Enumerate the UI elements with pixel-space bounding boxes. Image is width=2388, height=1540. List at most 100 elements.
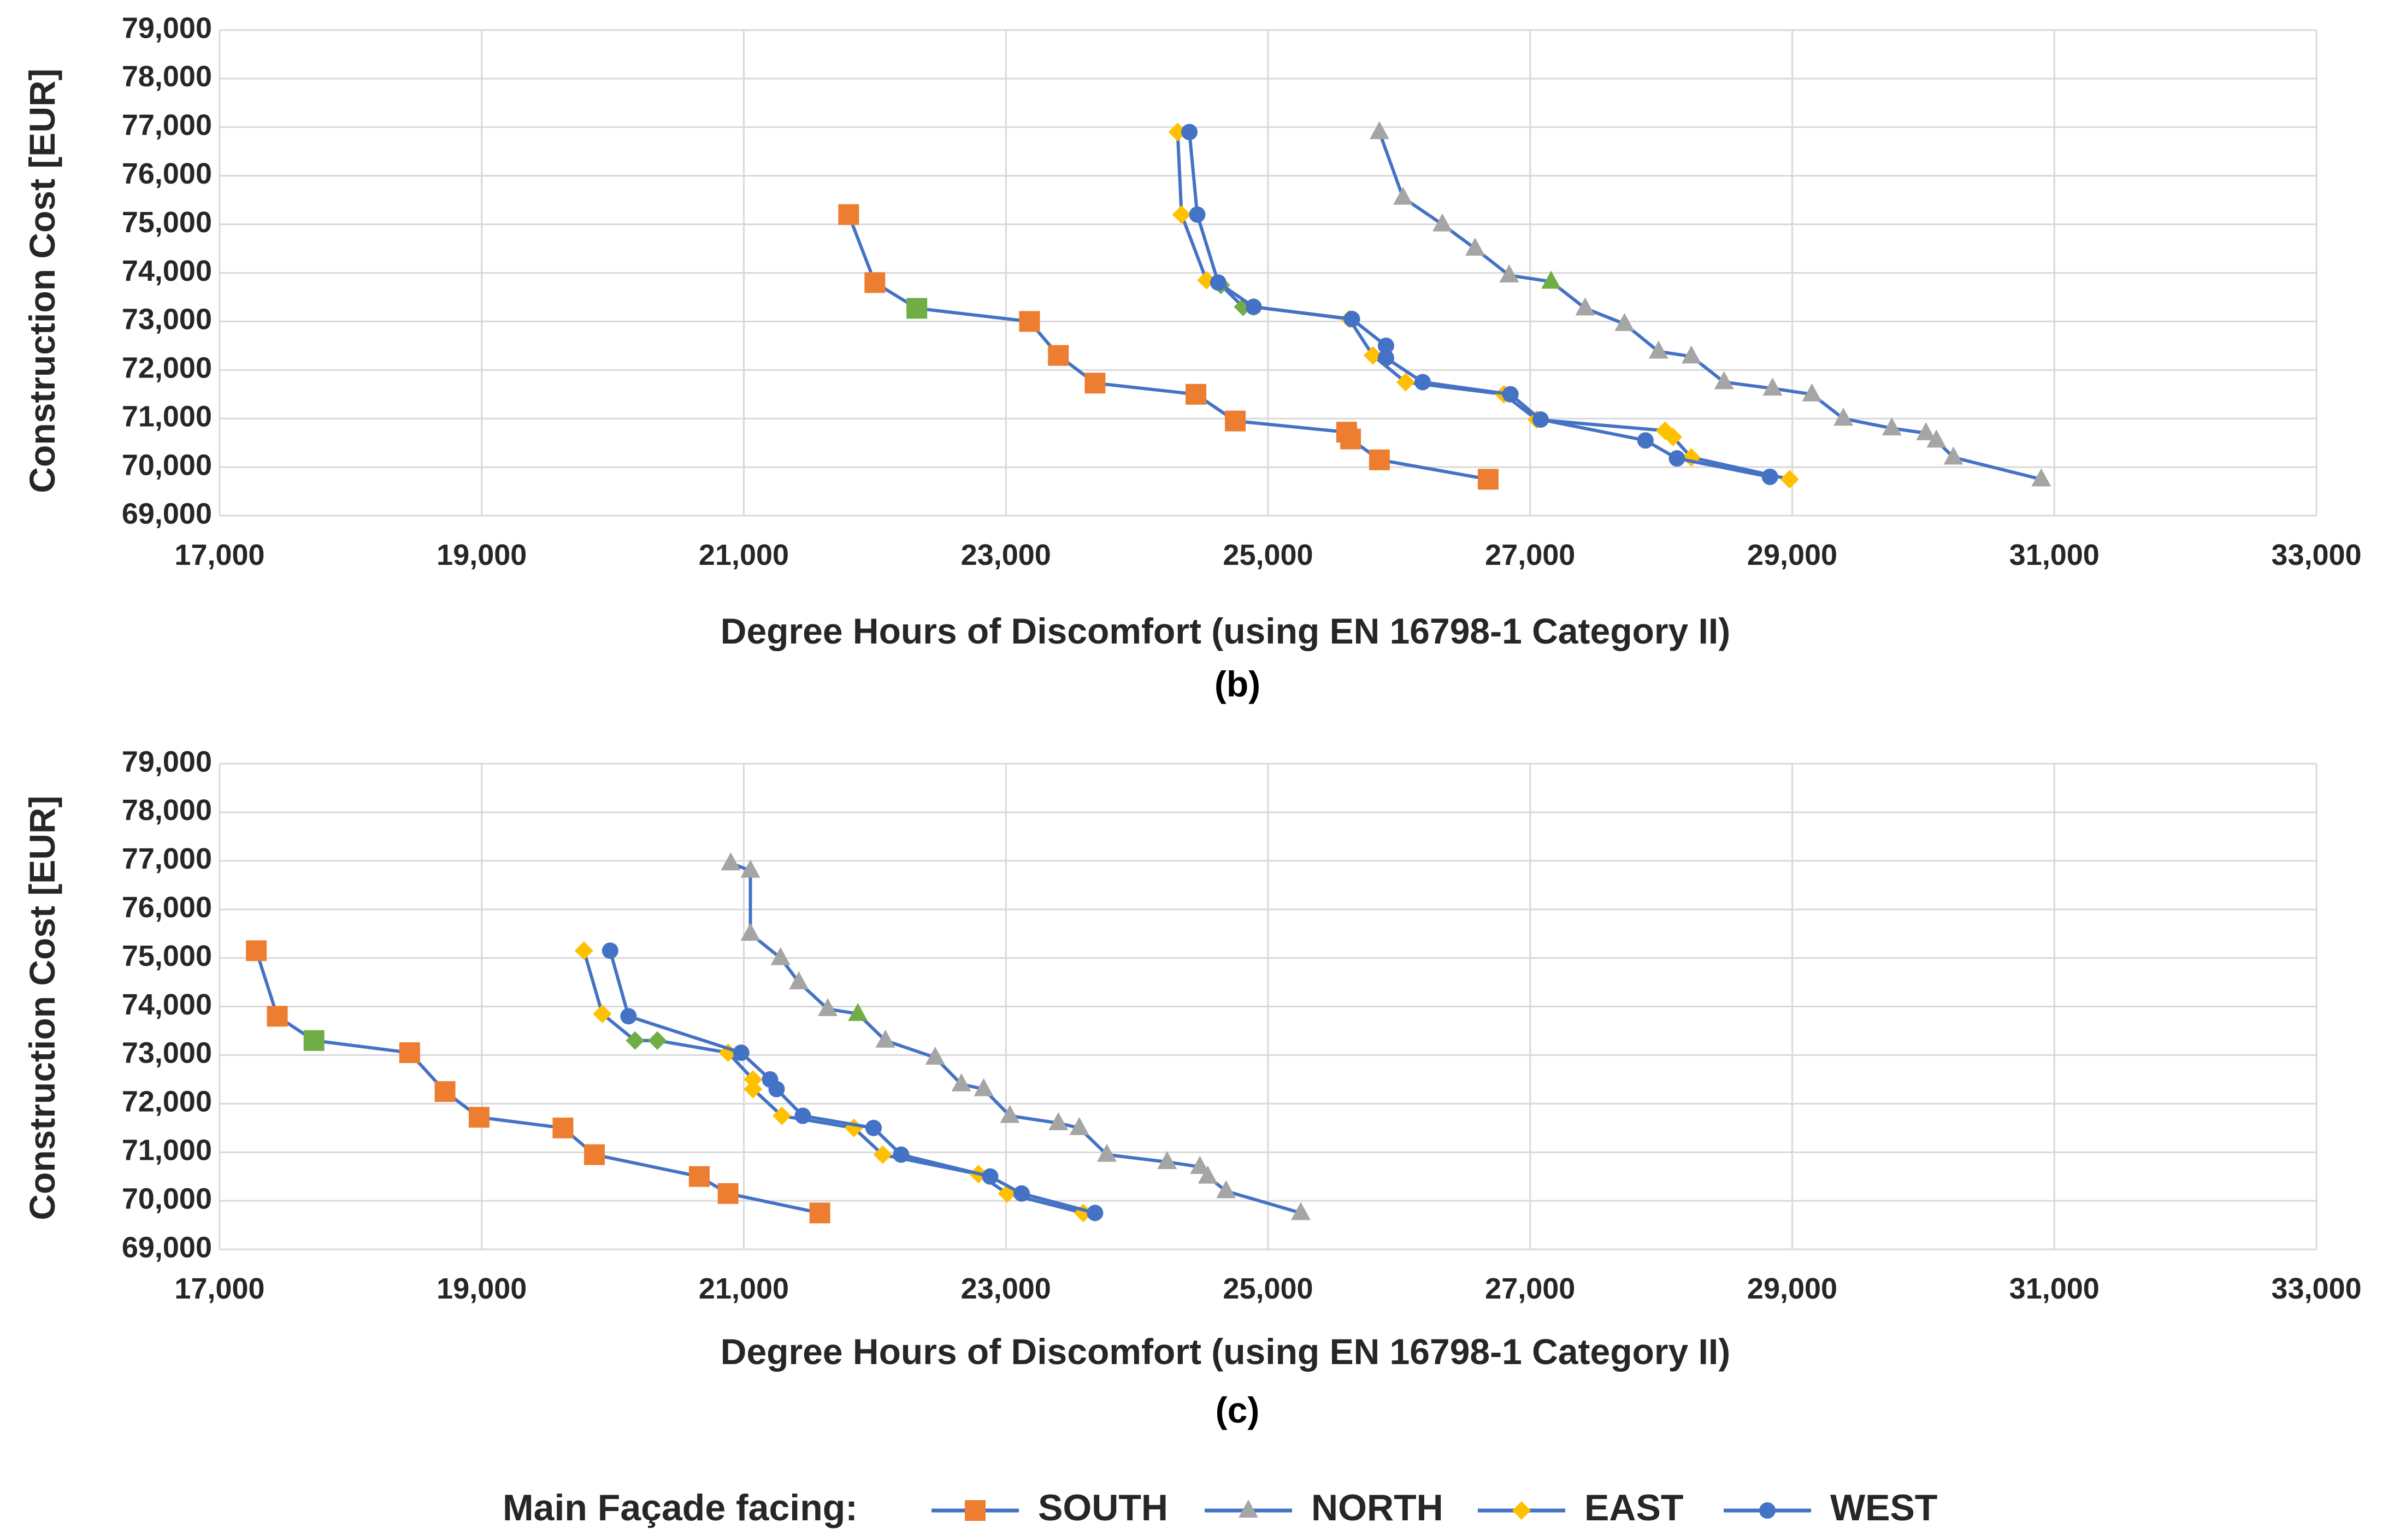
data-point-east <box>1780 470 1799 489</box>
data-point-west <box>1637 432 1654 449</box>
y-tick-label: 74,000 <box>122 988 212 1021</box>
data-point-west <box>1343 310 1360 327</box>
data-point-west <box>1532 411 1549 428</box>
data-point-south <box>838 204 859 225</box>
data-point-north <box>2031 468 2051 487</box>
legend-label-north: NORTH <box>1311 1487 1443 1529</box>
chart-panel-b: 69,000 70,000 71,000 72,000 73,000 74,000 75,0… <box>22 11 2362 704</box>
series-line-north <box>1378 131 2042 481</box>
x-tick-label: 21,000 <box>699 1272 789 1305</box>
series-line-north <box>730 862 1301 1215</box>
x-tick-label: 27,000 <box>1485 539 1575 571</box>
x-tick-label: 19,000 <box>437 1272 527 1305</box>
data-point-west <box>1502 386 1519 403</box>
data-point-north <box>818 998 838 1016</box>
data-point-north <box>1714 371 1734 390</box>
data-point-south <box>303 1030 325 1051</box>
data-point-west <box>768 1081 785 1098</box>
panel-label: (c) <box>1216 1390 1260 1430</box>
data-point-north <box>1369 121 1389 139</box>
data-point-north <box>1465 238 1485 256</box>
data-point-west <box>620 1008 637 1025</box>
data-point-west <box>1377 350 1394 367</box>
x-tick-label: 29,000 <box>1747 1272 1837 1305</box>
data-point-east <box>1172 205 1191 224</box>
data-point-north <box>1096 1143 1117 1162</box>
data-point-north <box>875 1029 895 1048</box>
y-axis-title: Construction Cost [EUR] <box>22 795 62 1220</box>
x-tick-label: 23,000 <box>961 539 1051 571</box>
y-tick-label: 69,000 <box>122 1231 212 1264</box>
data-point-west <box>733 1044 750 1061</box>
data-point-south <box>468 1107 490 1128</box>
y-tick-label: 78,000 <box>122 794 212 827</box>
data-point-south <box>246 940 267 961</box>
data-point-east <box>593 1004 612 1023</box>
data-point-east <box>574 941 593 960</box>
data-point-south <box>1477 469 1499 490</box>
data-point-north <box>1499 264 1519 282</box>
data-point-north <box>1681 345 1701 364</box>
data-point-north <box>1432 213 1453 232</box>
data-point-west <box>1181 123 1198 140</box>
y-tick-label: 76,000 <box>122 891 212 924</box>
data-point-east <box>1396 373 1415 392</box>
data-point-east <box>1168 122 1187 141</box>
data-point-west <box>1761 468 1778 485</box>
y-axis-title: Construction Cost [EUR] <box>22 68 62 493</box>
x-tick-label: 25,000 <box>1223 539 1313 571</box>
data-point-west <box>1668 450 1685 467</box>
data-point-north <box>1541 270 1561 289</box>
data-point-south <box>399 1042 420 1063</box>
data-point-west <box>1377 337 1394 354</box>
data-point-north <box>1926 429 1947 448</box>
data-point-west <box>1210 274 1227 291</box>
y-tick-label: 77,000 <box>122 842 212 875</box>
data-point-north <box>1882 417 1902 435</box>
data-point-east <box>773 1106 792 1125</box>
x-tick-label: 29,000 <box>1747 539 1837 571</box>
data-point-north <box>1290 1202 1311 1220</box>
data-point-east <box>648 1031 667 1050</box>
data-point-east <box>1363 346 1382 365</box>
data-point-south <box>906 298 928 319</box>
x-tick-label: 33,000 <box>2271 539 2361 571</box>
y-tick-label: 75,000 <box>122 206 212 239</box>
y-tick-label: 79,000 <box>122 11 212 44</box>
x-tick-label: 19,000 <box>437 539 527 571</box>
x-tick-label: 21,000 <box>699 539 789 571</box>
data-point-north <box>721 852 741 871</box>
y-tick-label: 75,000 <box>122 940 212 972</box>
y-tick-label: 69,000 <box>122 497 212 530</box>
data-point-west <box>865 1119 882 1136</box>
y-tick-label: 72,000 <box>122 1085 212 1118</box>
data-point-south <box>1225 410 1246 432</box>
x-tick-label: 17,000 <box>174 1272 264 1305</box>
data-point-west <box>893 1146 910 1163</box>
data-point-south <box>584 1144 605 1165</box>
legend-marker-south <box>965 1500 986 1521</box>
x-tick-label: 25,000 <box>1223 1272 1313 1305</box>
data-point-north <box>1000 1105 1020 1123</box>
legend-label-west: WEST <box>1830 1487 1937 1529</box>
legend-marker-north <box>1239 1500 1258 1518</box>
data-point-north <box>1190 1155 1210 1174</box>
data-point-north <box>951 1073 971 1091</box>
data-point-west <box>1189 206 1206 223</box>
x-tick-label: 17,000 <box>174 539 264 571</box>
data-point-east <box>626 1031 645 1050</box>
data-point-east <box>873 1145 892 1164</box>
y-tick-label: 76,000 <box>122 157 212 190</box>
data-point-north <box>1943 446 1964 465</box>
y-tick-label: 78,000 <box>122 60 212 93</box>
chart-panel-c: 69,000 70,000 71,000 72,000 73,000 74,000 75,0… <box>22 745 2362 1430</box>
legend-marker-west <box>1759 1502 1776 1519</box>
x-tick-label: 31,000 <box>2009 1272 2100 1305</box>
legend-marker-east <box>1512 1501 1531 1520</box>
data-point-north <box>770 947 791 965</box>
y-tick-label: 70,000 <box>122 1182 212 1215</box>
data-point-south <box>688 1166 710 1187</box>
x-tick-label: 31,000 <box>2009 539 2100 571</box>
data-point-north <box>1762 377 1783 396</box>
data-point-north <box>740 923 760 941</box>
